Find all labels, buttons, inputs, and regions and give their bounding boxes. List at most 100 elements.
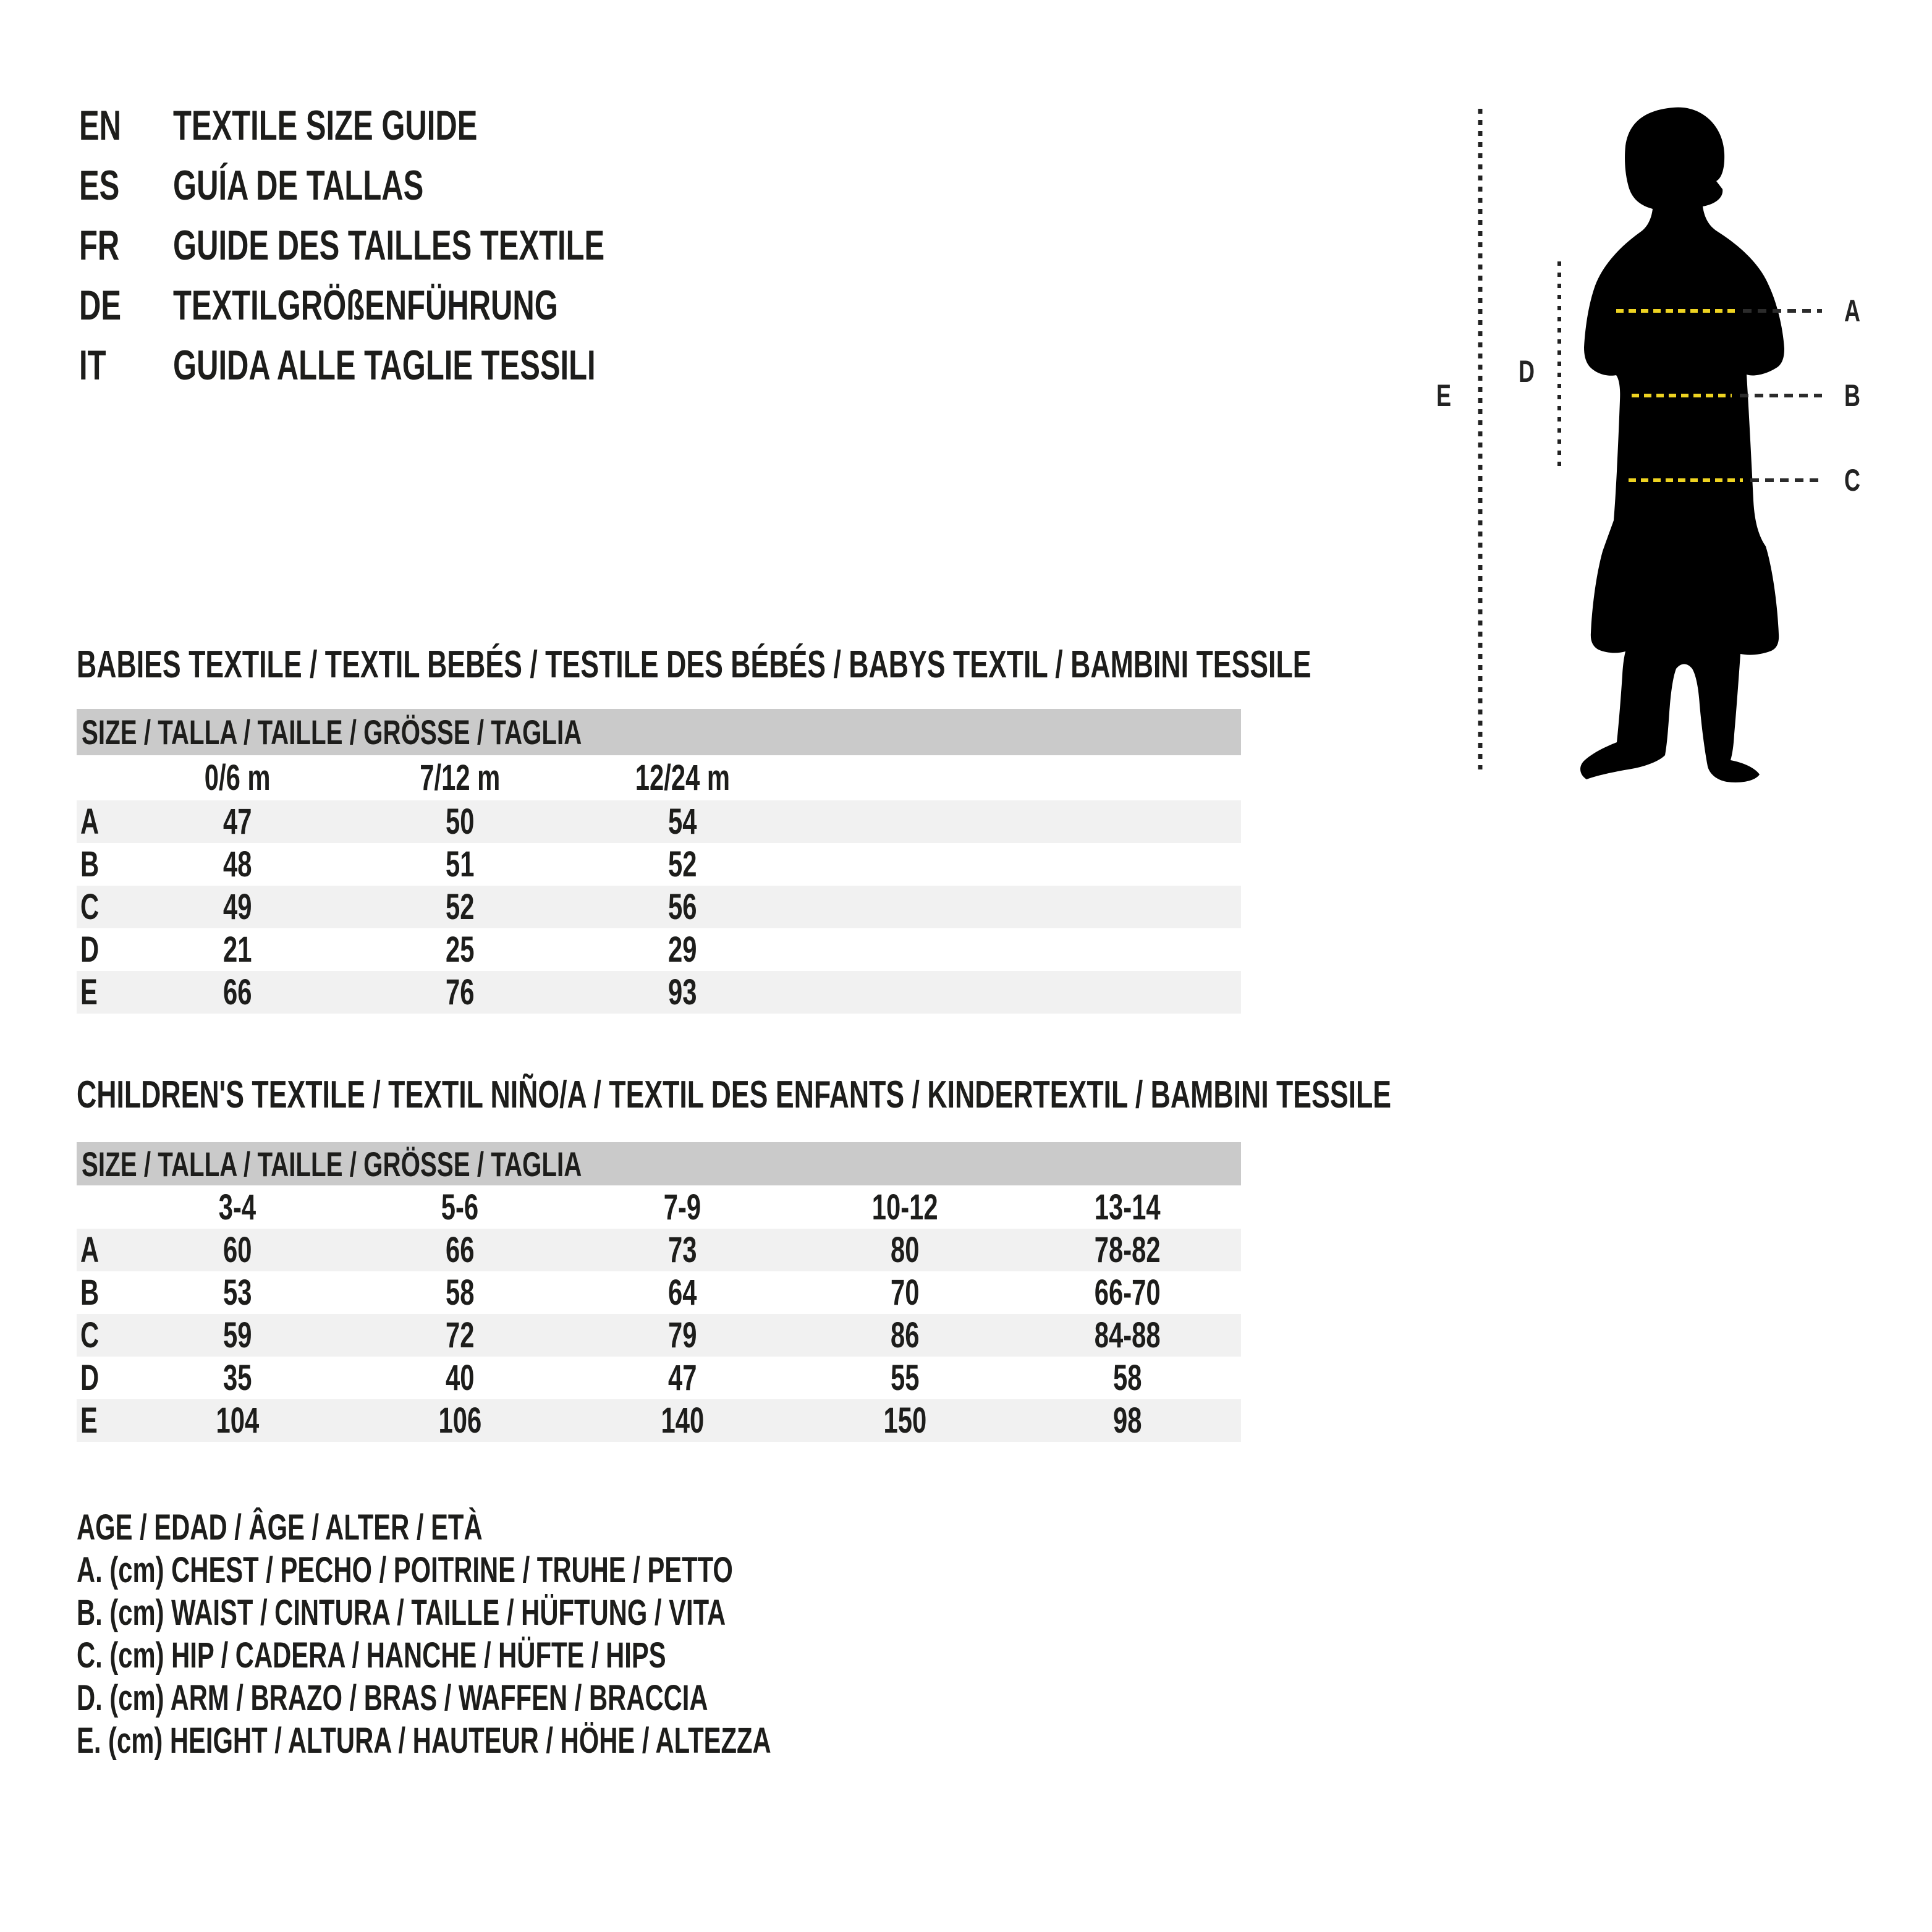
marker-label-d: D bbox=[1519, 355, 1535, 389]
table-cell: 25 bbox=[349, 929, 571, 970]
language-row: ES GUÍA DE TALLAS bbox=[79, 155, 773, 215]
table-cell: 150 bbox=[794, 1400, 1016, 1441]
language-code: DE bbox=[79, 281, 122, 329]
row-label-text: C bbox=[80, 1315, 100, 1355]
table-cell: 60 bbox=[126, 1229, 349, 1271]
cell-value: 66 bbox=[445, 1230, 475, 1270]
column-header: 0/6 m bbox=[126, 757, 349, 799]
column-header-text: 10-12 bbox=[871, 1187, 938, 1227]
column-header: 13-14 bbox=[1016, 1187, 1239, 1228]
row-label: D bbox=[77, 1357, 126, 1399]
table-cell: 66-70 bbox=[1016, 1272, 1239, 1313]
table-cell: 54 bbox=[571, 801, 794, 842]
legend-row-waist: B. (cm) WAIST / CINTURA / TAILLE / HÜFTU… bbox=[77, 1591, 1041, 1634]
table-cell: 35 bbox=[126, 1357, 349, 1399]
row-label-text: D bbox=[80, 1358, 100, 1398]
table-cell: 76 bbox=[349, 972, 571, 1013]
table-cell: 93 bbox=[571, 972, 794, 1013]
cell-value: 58 bbox=[445, 1273, 475, 1313]
babies-size-table: SIZE / TALLA / TAILLE / GRÖSSE / TAGLIA … bbox=[77, 709, 1241, 1014]
table-cell: 47 bbox=[571, 1357, 794, 1399]
column-header-text: 0/6 m bbox=[204, 758, 271, 798]
page-title: GUIDE DES TAILLES TEXTILE bbox=[173, 221, 605, 269]
page-title: GUÍA DE TALLAS bbox=[173, 161, 424, 209]
cell-value: 93 bbox=[667, 972, 697, 1012]
children-section-heading: CHILDREN'S TEXTILE / TEXTIL NIÑO/A / TEX… bbox=[77, 1075, 1902, 1115]
column-header-text: 7-9 bbox=[663, 1187, 701, 1227]
cell-value: 25 bbox=[445, 930, 475, 970]
cell-value: 47 bbox=[667, 1358, 697, 1398]
cell-value: 150 bbox=[883, 1400, 926, 1441]
row-label-text: D bbox=[80, 930, 100, 970]
table-cell: 79 bbox=[571, 1315, 794, 1356]
marker-label-c: C bbox=[1844, 464, 1860, 498]
table-row: B 53 58 64 70 66-70 bbox=[77, 1271, 1241, 1314]
cell-value: 48 bbox=[222, 844, 252, 884]
cell-value: 58 bbox=[1112, 1358, 1142, 1398]
size-bar: SIZE / TALLA / TAILLE / GRÖSSE / TAGLIA bbox=[77, 1142, 1241, 1185]
row-label-text: C bbox=[80, 887, 100, 927]
cell-value: 59 bbox=[222, 1315, 252, 1355]
language-title-list: EN TEXTILE SIZE GUIDE ES GUÍA DE TALLAS … bbox=[79, 95, 773, 395]
row-label: E bbox=[77, 972, 126, 1013]
table-cell: 21 bbox=[126, 929, 349, 970]
cell-value: 52 bbox=[445, 887, 475, 927]
table-row: B 48 51 52 bbox=[77, 843, 1241, 886]
cell-value: 78-82 bbox=[1094, 1230, 1161, 1270]
row-label: A bbox=[77, 1229, 126, 1271]
table-cell: 104 bbox=[126, 1400, 349, 1441]
table-cell: 140 bbox=[571, 1400, 794, 1441]
language-row: EN TEXTILE SIZE GUIDE bbox=[79, 95, 773, 155]
marker-label-b: B bbox=[1844, 379, 1860, 413]
row-label-text: B bbox=[80, 844, 100, 884]
legend-text: C. (cm) HIP / CADERA / HANCHE / HÜFTE / … bbox=[77, 1635, 666, 1676]
legend-text: A. (cm) CHEST / PECHO / POITRINE / TRUHE… bbox=[77, 1550, 733, 1590]
table-row: E 66 76 93 bbox=[77, 971, 1241, 1014]
table-cell: 52 bbox=[571, 844, 794, 885]
row-label: B bbox=[77, 844, 126, 885]
cell-value: 64 bbox=[667, 1273, 697, 1313]
cell-value: 40 bbox=[445, 1358, 475, 1398]
children-heading-text: CHILDREN'S TEXTILE / TEXTIL NIÑO/A / TEX… bbox=[77, 1074, 1392, 1116]
legend-text: B. (cm) WAIST / CINTURA / TAILLE / HÜFTU… bbox=[77, 1593, 726, 1633]
row-label-text: E bbox=[80, 1400, 98, 1441]
cell-value: 60 bbox=[222, 1230, 252, 1270]
table-row: C 49 52 56 bbox=[77, 886, 1241, 928]
size-bar: SIZE / TALLA / TAILLE / GRÖSSE / TAGLIA bbox=[77, 709, 1241, 755]
table-row: A 60 66 73 80 78-82 bbox=[77, 1229, 1241, 1271]
language-row: IT GUIDA ALLE TAGLIE TESSILI bbox=[79, 335, 773, 395]
language-row: DE TEXTILGRÖßENFÜHRUNG bbox=[79, 275, 773, 335]
marker-label-e: E bbox=[1436, 379, 1451, 413]
column-header-text: 3-4 bbox=[218, 1187, 256, 1227]
page-title: TEXTILE SIZE GUIDE bbox=[173, 101, 478, 149]
table-row: E 104 106 140 150 98 bbox=[77, 1399, 1241, 1442]
size-bar-label: SIZE / TALLA / TAILLE / GRÖSSE / TAGLIA bbox=[82, 713, 582, 752]
table-cell: 59 bbox=[126, 1315, 349, 1356]
language-code: FR bbox=[79, 221, 120, 269]
cell-value: 55 bbox=[890, 1358, 920, 1398]
row-label: B bbox=[77, 1272, 126, 1313]
legend-row-arm: D. (cm) ARM / BRAZO / BRAS / WAFFEN / BR… bbox=[77, 1677, 1041, 1719]
cell-value: 104 bbox=[216, 1400, 259, 1441]
table-cell: 47 bbox=[126, 801, 349, 842]
column-header: 7/12 m bbox=[349, 757, 571, 799]
cell-value: 47 bbox=[222, 802, 252, 842]
legend-row-chest: A. (cm) CHEST / PECHO / POITRINE / TRUHE… bbox=[77, 1549, 1041, 1591]
cell-value: 70 bbox=[890, 1273, 920, 1313]
column-header: 3-4 bbox=[126, 1187, 349, 1228]
children-size-table: SIZE / TALLA / TAILLE / GRÖSSE / TAGLIA … bbox=[77, 1142, 1241, 1442]
table-cell: 86 bbox=[794, 1315, 1016, 1356]
legend-text: E. (cm) HEIGHT / ALTURA / HAUTEUR / HÖHE… bbox=[77, 1721, 771, 1761]
cell-value: 29 bbox=[667, 930, 697, 970]
language-code: IT bbox=[79, 341, 106, 389]
cell-value: 76 bbox=[445, 972, 475, 1012]
row-label: A bbox=[77, 801, 126, 842]
table-cell: 48 bbox=[126, 844, 349, 885]
cell-value: 21 bbox=[222, 930, 252, 970]
cell-value: 51 bbox=[445, 844, 475, 884]
cell-value: 54 bbox=[667, 802, 697, 842]
cell-value: 140 bbox=[661, 1400, 704, 1441]
cell-value: 56 bbox=[667, 887, 697, 927]
table-cell: 29 bbox=[571, 929, 794, 970]
